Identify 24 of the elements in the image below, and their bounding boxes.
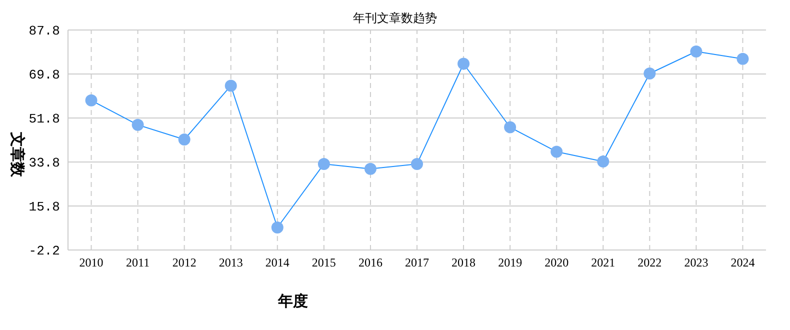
y-tick-label: 33.8 [28, 156, 60, 171]
x-tick-label: 2024 [730, 256, 755, 270]
x-tick-label: 2013 [218, 256, 243, 270]
x-tick-label: 2021 [591, 256, 616, 270]
x-tick-label: 2015 [312, 256, 336, 270]
y-tick-label: 69.8 [28, 68, 60, 83]
x-axis-title: 年度 [278, 292, 308, 311]
y-tick-label: -2.2 [28, 244, 60, 259]
y-tick-label: 87.8 [28, 24, 60, 39]
x-tick-label: 2012 [172, 256, 196, 270]
y-tick-label: 15.8 [28, 200, 60, 215]
x-tick-label: 2023 [684, 256, 708, 270]
x-tick-label: 2010 [79, 256, 104, 270]
chart-title: 年刊文章数趋势 [353, 11, 437, 25]
x-tick-label: 2017 [405, 256, 429, 270]
x-tick-label: 2022 [638, 256, 662, 270]
x-tick-label: 2019 [498, 256, 522, 270]
x-tick-label: 2014 [265, 256, 290, 270]
y-tick-label: 51.8 [28, 112, 60, 127]
x-tick-label: 2018 [452, 256, 476, 270]
x-tick-label: 2016 [358, 256, 382, 270]
y-axis-title: 文章数 [8, 131, 26, 179]
x-tick-label: 2020 [544, 256, 569, 270]
x-tick-label: 2011 [126, 256, 150, 270]
